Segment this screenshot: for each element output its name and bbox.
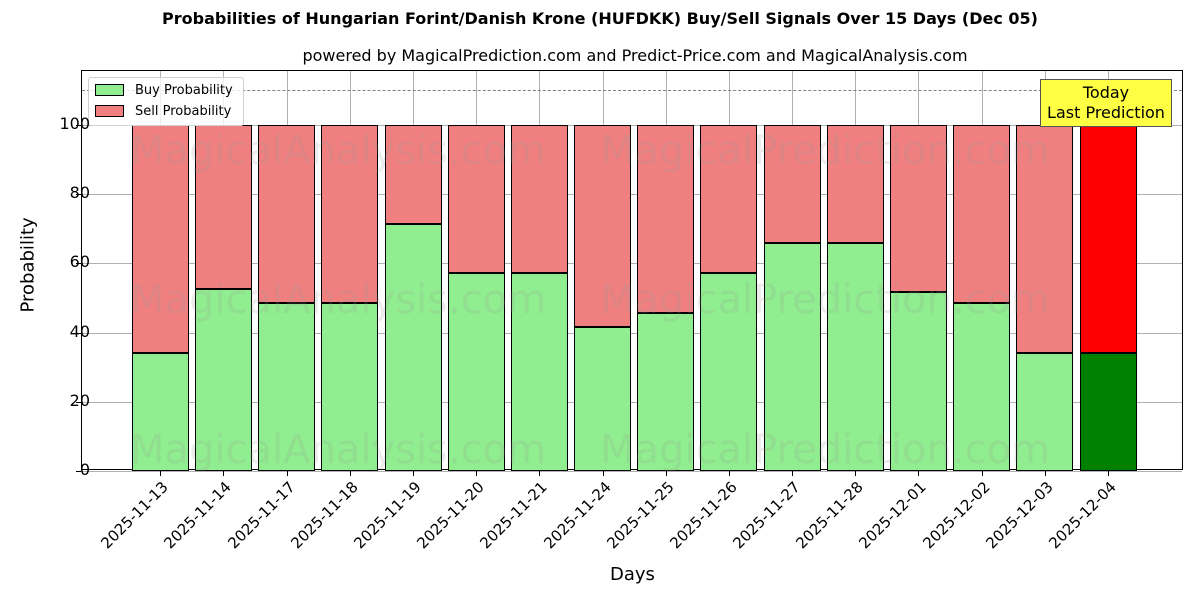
bar-sell [1016,125,1074,353]
y-tick-label: 60 [69,252,90,272]
y-tick [76,263,81,265]
legend-label-buy: Buy Probability [135,82,233,98]
x-tick [286,471,288,476]
x-tick [413,471,415,476]
bar-buy [889,292,947,471]
x-tick [1044,471,1046,476]
bar-buy [826,242,884,471]
watermark-text: MagicalPrediction.com [600,277,1050,323]
legend: Buy Probability Sell Probability [88,77,244,126]
bar-sell [258,125,316,303]
y-tick-label: 100 [59,114,90,133]
y-tick [76,401,81,403]
bar-sell [700,125,758,273]
y-tick-label: 80 [69,183,90,203]
y-tick-label: 20 [69,390,90,410]
watermark-text: MagicalPrediction.com [600,128,1050,174]
bar-sell [574,125,632,327]
x-tick [918,471,920,476]
bar-buy [700,272,758,471]
x-tick [792,471,794,476]
y-axis-title: Probability [17,217,39,313]
bar-buy [1016,352,1074,471]
bar-buy [637,313,695,471]
x-tick [476,471,478,476]
bar-buy [574,326,632,471]
grid-line-horizontal [82,401,1182,403]
grid-line-horizontal [82,263,1182,265]
y-tick [76,125,81,126]
y-tick-label: 0 [79,460,90,479]
x-tick [728,471,730,476]
bar-buy [1079,352,1137,471]
bar-buy [510,272,568,471]
today-annotation-line1: Today [1082,83,1130,102]
grid-line-horizontal [82,194,1182,196]
chart-title: Probabilities of Hungarian Forint/Danish… [162,9,1038,28]
watermark-text: MagicalAnalysis.com [130,128,547,174]
bar-sell [447,125,505,273]
x-tick [602,471,604,476]
x-tick [855,471,857,476]
bar-buy [953,303,1011,471]
today-annotation-line2: Last Prediction [1047,103,1165,122]
bar-sell [826,125,884,243]
x-tick [665,471,667,476]
x-tick [1108,471,1109,476]
bar-buy [131,352,189,471]
bar-sell [889,125,947,293]
bar-buy [321,302,379,471]
x-tick [349,471,351,476]
today-annotation: Today Last Prediction [1040,79,1172,127]
x-axis-title: Days [610,564,655,585]
legend-label-sell: Sell Probability [135,103,232,119]
y-tick-label: 40 [69,321,90,341]
y-tick [76,332,81,334]
x-tick [223,471,225,476]
legend-item-buy: Buy Probability [95,81,233,99]
sell-swatch-icon [95,105,124,117]
bar-sell [510,125,568,273]
x-tick [981,471,983,476]
grid-line-horizontal [82,125,1182,126]
watermark-text: MagicalAnalysis.com [130,277,547,323]
bar-sell [321,125,379,303]
bar-buy [447,272,505,471]
x-tick [539,471,541,476]
bar-sell [763,125,821,243]
reference-line-dashed [82,90,1182,92]
plot-area [76,70,1183,476]
chart-subtitle: powered by MagicalPrediction.com and Pre… [302,46,968,65]
y-tick [76,194,81,196]
bar-buy [194,289,252,471]
bar-sell [637,125,695,314]
x-tick [160,471,162,476]
grid-line-horizontal [82,332,1182,334]
y-tick [76,471,81,472]
bar-buy [384,223,442,471]
bar-sell [1079,125,1137,353]
bar-sell [953,125,1011,304]
grid-line-horizontal [82,471,1182,472]
buy-swatch-icon [95,84,124,96]
bar-sell [384,125,442,224]
bar-buy [763,242,821,471]
bar-buy [258,302,316,471]
watermark-text: MagicalAnalysis.com [130,427,547,473]
legend-item-sell: Sell Probability [95,102,231,120]
watermark-text: MagicalPrediction.com [600,427,1050,473]
